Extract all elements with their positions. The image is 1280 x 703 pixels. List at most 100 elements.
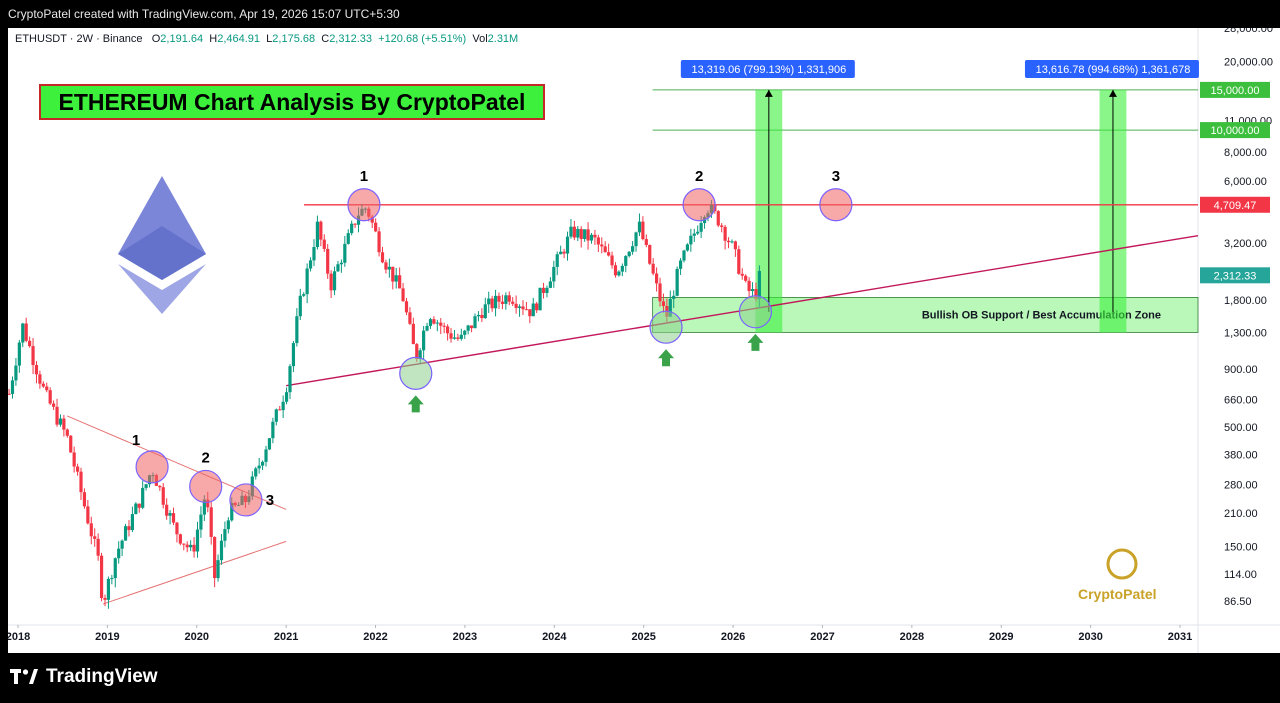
candle-body — [651, 263, 655, 274]
candle-body — [589, 234, 594, 241]
open-value: 2,191.64 — [160, 33, 204, 45]
candle-body — [668, 298, 672, 317]
candle-body — [199, 514, 203, 530]
y-tick-label: 86.50 — [1224, 596, 1252, 608]
candle-body — [319, 221, 323, 240]
candle-body — [744, 275, 748, 281]
candle-body — [627, 251, 631, 257]
candle-body — [411, 323, 415, 345]
candle-body — [326, 248, 330, 274]
candle-body — [384, 262, 388, 270]
candle-body — [565, 236, 570, 254]
candle-body — [569, 226, 573, 237]
up-arrow-icon — [658, 349, 675, 367]
ascending-triangle-line — [102, 540, 287, 605]
y-tick-label: 28,000.00 — [1224, 28, 1273, 35]
x-tick-label: 2024 — [542, 631, 567, 643]
measure-arrowhead-2 — [1108, 89, 1117, 97]
low-value: 2,175.68 — [272, 33, 316, 45]
candle-body — [175, 522, 179, 535]
candle-body — [507, 295, 511, 302]
candle-body — [610, 255, 614, 266]
candle-body — [432, 319, 436, 324]
y-tick-label: 8,000.00 — [1224, 147, 1267, 159]
candle-body — [288, 366, 292, 393]
candle-body — [86, 506, 90, 524]
candle-body — [675, 268, 679, 296]
vol-label: Vol — [472, 33, 488, 45]
x-tick-label: 2020 — [185, 631, 209, 643]
candle-body — [387, 266, 391, 270]
measure-label-1: 13,319.06 (799.13%) 1,331,906 — [691, 64, 846, 76]
candle-body — [692, 233, 696, 236]
candle-body — [161, 487, 165, 505]
close-value: 2,312.33 — [329, 33, 373, 45]
candle-body — [117, 548, 121, 559]
candle-body — [168, 513, 172, 516]
tradingview-logo-icon — [10, 669, 38, 684]
candle-body — [281, 401, 285, 411]
target-1-axis-label-bg — [1200, 122, 1270, 139]
candle-body — [511, 301, 515, 304]
resistance-axis-label-bg — [1200, 196, 1270, 213]
candle-body — [737, 249, 741, 274]
candle-body — [8, 393, 11, 395]
candle-body — [617, 271, 621, 276]
x-tick-label: 2028 — [900, 631, 924, 643]
candle-body — [137, 503, 141, 508]
candle-body — [329, 273, 333, 291]
candle-body — [408, 312, 412, 324]
target-1-axis-label: 10,000.00 — [1211, 125, 1260, 137]
candle-body — [545, 287, 549, 293]
candle-body — [517, 306, 522, 308]
candle-body — [31, 346, 35, 365]
support-marker-2 — [649, 310, 683, 344]
candle-body — [110, 578, 114, 580]
candle-body — [435, 322, 439, 324]
candle-body — [48, 390, 52, 404]
y-tick-label: 3,200.00 — [1224, 238, 1267, 250]
change-value: +120.68 (+5.51%) — [378, 33, 467, 45]
candle-body — [500, 301, 505, 304]
candle-body — [52, 403, 56, 407]
candle-body — [596, 237, 600, 245]
candle-body — [600, 244, 604, 247]
candle-body — [10, 380, 15, 394]
candle-body — [374, 222, 378, 232]
candle-body — [487, 298, 491, 305]
candle-body — [473, 316, 477, 329]
candle-body — [370, 216, 374, 223]
x-tick-label: 2025 — [631, 631, 655, 643]
candle-body — [343, 243, 347, 263]
candle-body — [747, 280, 751, 292]
open-label: O — [151, 33, 161, 45]
candle-body — [185, 544, 189, 548]
support-marker-1 — [399, 356, 433, 390]
candle-body — [264, 449, 268, 462]
candle-body — [579, 228, 583, 239]
candle-body — [733, 241, 737, 250]
candle-body — [284, 392, 289, 402]
candle-body — [206, 499, 210, 508]
candle-body — [418, 350, 422, 360]
candle-body — [658, 283, 662, 302]
candle-body — [716, 211, 720, 226]
candle-body — [740, 273, 744, 276]
candle-body — [723, 226, 727, 241]
top-marker-3 — [819, 188, 853, 222]
tradingview-brand[interactable]: TradingView — [10, 666, 158, 688]
candle-body — [428, 319, 433, 326]
candle-body — [79, 471, 83, 493]
candle-body — [165, 504, 169, 516]
candle-body — [613, 265, 618, 276]
y-tick-label: 6,000.00 — [1224, 176, 1267, 188]
candle-body — [720, 225, 724, 227]
triangle-marker-3 — [229, 483, 263, 517]
chart-area[interactable]: 28,000.00 20,000.00 11,000.00 8,000.00 6,000… — [8, 28, 1280, 653]
x-tick-label: 2026 — [721, 631, 745, 643]
candle-body — [607, 252, 611, 256]
candle-body — [535, 303, 539, 311]
triangle-marker-1 — [135, 450, 169, 484]
candle-body — [593, 234, 597, 238]
chart-svg[interactable]: 28,000.0020,000.0011,000.008,000.006,000… — [8, 28, 1280, 653]
